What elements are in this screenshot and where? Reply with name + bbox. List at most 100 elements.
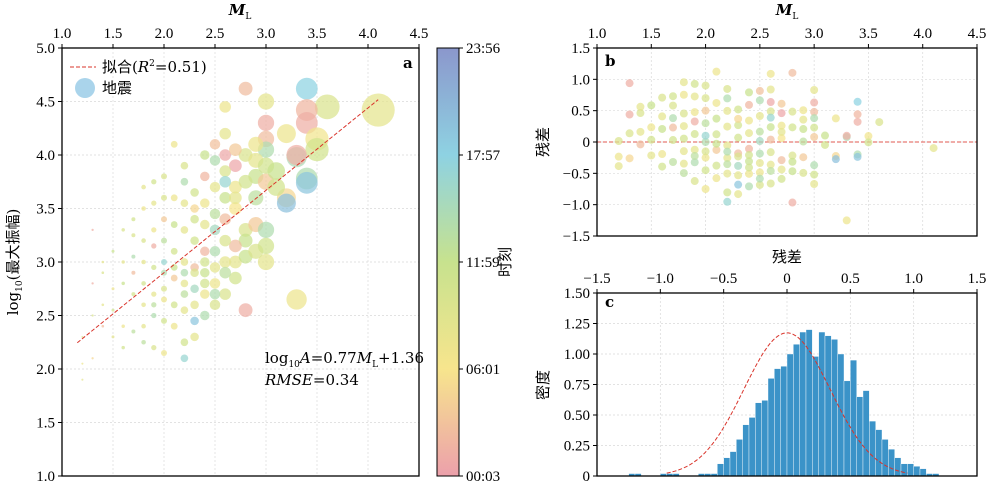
quake-point [219,101,231,113]
quake-point [238,233,253,248]
x-tick-label: 2.0 [155,26,174,42]
quake-point [219,192,231,204]
histogram-bar [831,339,838,477]
quake-point [91,357,94,360]
quake-point [111,335,115,339]
residual-point [679,109,688,118]
histogram-bar [736,439,743,477]
residual-point [614,136,623,145]
quake-point [101,324,105,328]
residual-point [864,138,873,147]
quake-point [111,287,115,291]
quake-point [160,296,168,303]
quake-point [190,204,199,213]
quake-point [209,278,221,289]
residual-point [766,148,775,157]
quake-point [267,178,285,196]
quake-point [170,247,178,255]
quake-point [101,271,105,275]
histogram-bar [894,457,902,477]
residual-point [723,106,732,115]
residual-point [821,131,829,140]
panel-a-points [81,77,395,381]
y-tick-label: 0.50 [564,408,590,424]
residual-point [788,157,797,166]
residual-point [734,105,743,114]
quake-point [141,339,146,345]
quake-point [229,255,242,269]
residual-point [734,190,743,199]
residual-point [701,119,710,128]
x-tick-label: 0 [783,271,791,287]
histogram-bar [748,417,756,477]
x-tick-label: 1.0 [588,26,607,42]
quake-point [160,216,168,223]
residual-point [723,94,732,103]
colorbar-tick-label: 23:56 [466,41,501,57]
residual-point [766,123,775,132]
quake-point [121,260,125,264]
histogram-bar [755,402,762,477]
residual-point [734,180,743,189]
quake-point [229,180,242,194]
residual-point [853,110,862,119]
quake-point [200,257,210,267]
quake-point [151,302,157,308]
residual-point [690,79,699,88]
x-tick-label: 2.5 [206,26,225,42]
residual-point [788,123,797,132]
residual-point [810,132,819,141]
residual-point [723,188,732,197]
quake-point [141,206,146,211]
residual-point [625,154,634,163]
residual-point [777,109,786,118]
colorbar-label: 时刻 [496,247,514,277]
quake-point [200,171,210,182]
y-tick-label: 0 [583,135,591,151]
x-tick-label: 4.0 [359,26,378,42]
quake-point [295,171,318,194]
x-tick-label: 3.0 [805,26,824,42]
quake-point [141,259,146,265]
residual-point [723,160,732,169]
x-tick-label: 4.5 [410,26,429,42]
residual-point [701,81,710,90]
quake-point [286,144,307,166]
quake-point [180,226,189,234]
x-tick-label: 4.5 [968,26,987,42]
y-tick-label: −1.0 [563,198,590,214]
rmse-label: RMSE=0.34 [264,371,359,389]
quake-point [190,284,199,294]
residual-point [658,93,667,102]
residual-point [788,167,797,176]
quake-point [141,238,146,243]
residual-point [723,84,732,93]
histogram-bar [799,331,807,477]
residual-point [810,170,819,179]
quake-point [131,217,136,222]
quake-point [91,282,94,285]
residual-point [658,150,667,159]
residual-point [777,134,786,143]
residual-point [723,153,732,162]
quake-point [180,258,189,266]
quake-point [361,93,395,127]
residual-point [679,169,688,178]
quake-point [219,175,231,188]
quake-point [160,317,168,324]
normal-fit-curve [666,332,908,474]
residual-point [701,131,710,140]
quake-point [229,271,242,285]
panel-a-ylabel: log10(最大振幅) [4,209,25,316]
residual-point [745,144,753,153]
quake-point [209,208,221,220]
y-tick-label: 2.5 [36,309,55,325]
quake-point [111,308,115,312]
residual-point [766,135,775,144]
quake-point [170,274,178,282]
residual-point [625,129,634,138]
residual-point [810,179,819,188]
residual-point [766,179,775,188]
quake-point [229,143,242,156]
quake-point [151,264,157,270]
